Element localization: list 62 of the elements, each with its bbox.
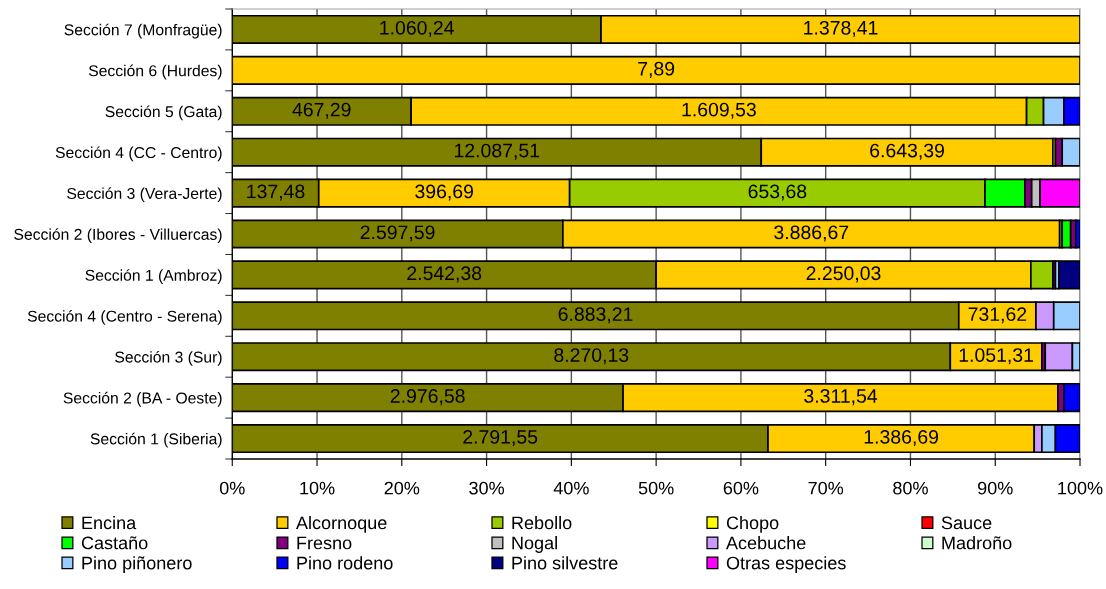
annotation: 467,29 — [292, 102, 351, 119]
x-tick-label: 40% — [553, 481, 589, 495]
annotation: 2.597,59 — [360, 225, 435, 242]
bar — [1061, 219, 1072, 249]
annotation: 8.270,13 — [554, 348, 629, 365]
annotation: 2.542,38 — [407, 266, 482, 283]
legend-label: Encina — [82, 516, 137, 530]
legend-label: Pino piñonero — [82, 556, 192, 573]
annotation: 653,68 — [748, 184, 807, 201]
x-tick-label: 80% — [893, 481, 928, 495]
annotation: 2.250,03 — [806, 266, 881, 283]
bar — [1057, 260, 1081, 290]
y-tick-label: Sección 1 (Ambroz) — [85, 269, 222, 284]
y-tick-label: Sección 4 (Centro - Serena) — [27, 310, 222, 325]
y-tick-label: Sección 2 (BA - Oeste) — [63, 391, 222, 407]
legend-label: Chopo — [726, 516, 779, 533]
bar — [232, 55, 1081, 85]
annotation: 2.976,58 — [390, 389, 465, 406]
legend-label: Madroño — [942, 536, 1012, 550]
annotation: 396,69 — [415, 184, 474, 201]
legend-label: Rebollo — [512, 516, 572, 530]
annotation: 1.060,24 — [380, 20, 454, 37]
x-tick-label: 50% — [638, 481, 674, 495]
x-tick-label: 20% — [384, 481, 420, 495]
annotation: 1.378,41 — [804, 20, 878, 37]
legend-label: Otras especies — [726, 556, 846, 573]
annotation: 1.609,53 — [682, 102, 756, 119]
annotation: 6.883,21 — [558, 307, 633, 324]
annotation: 7,89 — [638, 61, 675, 78]
x-tick-label: 60% — [723, 481, 759, 495]
x-tick-label: 30% — [469, 481, 505, 495]
annotation: 3.886,67 — [774, 225, 849, 242]
legend-label: Castaño — [81, 536, 148, 550]
legend-label: Sauce — [941, 516, 992, 530]
annotation: 137,48 — [247, 184, 305, 201]
y-tick-label: Sección 5 (Gata) — [105, 105, 222, 121]
y-tick-label: Sección 1 (Siberia) — [90, 432, 222, 448]
legend-label: Acebuche — [726, 536, 806, 550]
annotation: 731,62 — [968, 307, 1027, 324]
legend-label: Pino rodeno — [297, 556, 393, 570]
legend-label: Nogal — [512, 536, 557, 553]
annotation: 6.643,39 — [870, 143, 944, 160]
annotation: 12.087,51 — [454, 143, 540, 160]
y-tick-label: Sección 3 (Vera-Jerte) — [67, 187, 222, 203]
legend-label: Alcornoque — [295, 516, 387, 533]
x-tick-label: 10% — [300, 481, 335, 495]
x-tick-label: 90% — [978, 481, 1013, 495]
x-tick-label: 0% — [219, 481, 245, 495]
y-tick-label: Sección 6 (Hurdes) — [88, 64, 222, 80]
legend-label: Fresno — [297, 536, 352, 550]
legend-label: Pino silvestre — [512, 556, 618, 570]
annotation: 1.386,69 — [864, 430, 939, 447]
bar — [1074, 219, 1081, 249]
annotation: 1.051,31 — [959, 348, 1033, 365]
x-tick-label: 100% — [1058, 481, 1103, 495]
y-tick-label: Sección 2 (Ibores - Villuercas) — [14, 228, 222, 244]
y-tick-label: Sección 7 (Monfragüe) — [64, 23, 222, 39]
y-tick-label: Sección 4 (CC - Centro) — [55, 146, 222, 162]
annotation: 2.791,55 — [463, 430, 538, 447]
annotation: 3.311,54 — [804, 389, 878, 406]
x-tick-label: 70% — [808, 481, 844, 495]
y-tick-label: Sección 3 (Sur) — [115, 350, 222, 366]
